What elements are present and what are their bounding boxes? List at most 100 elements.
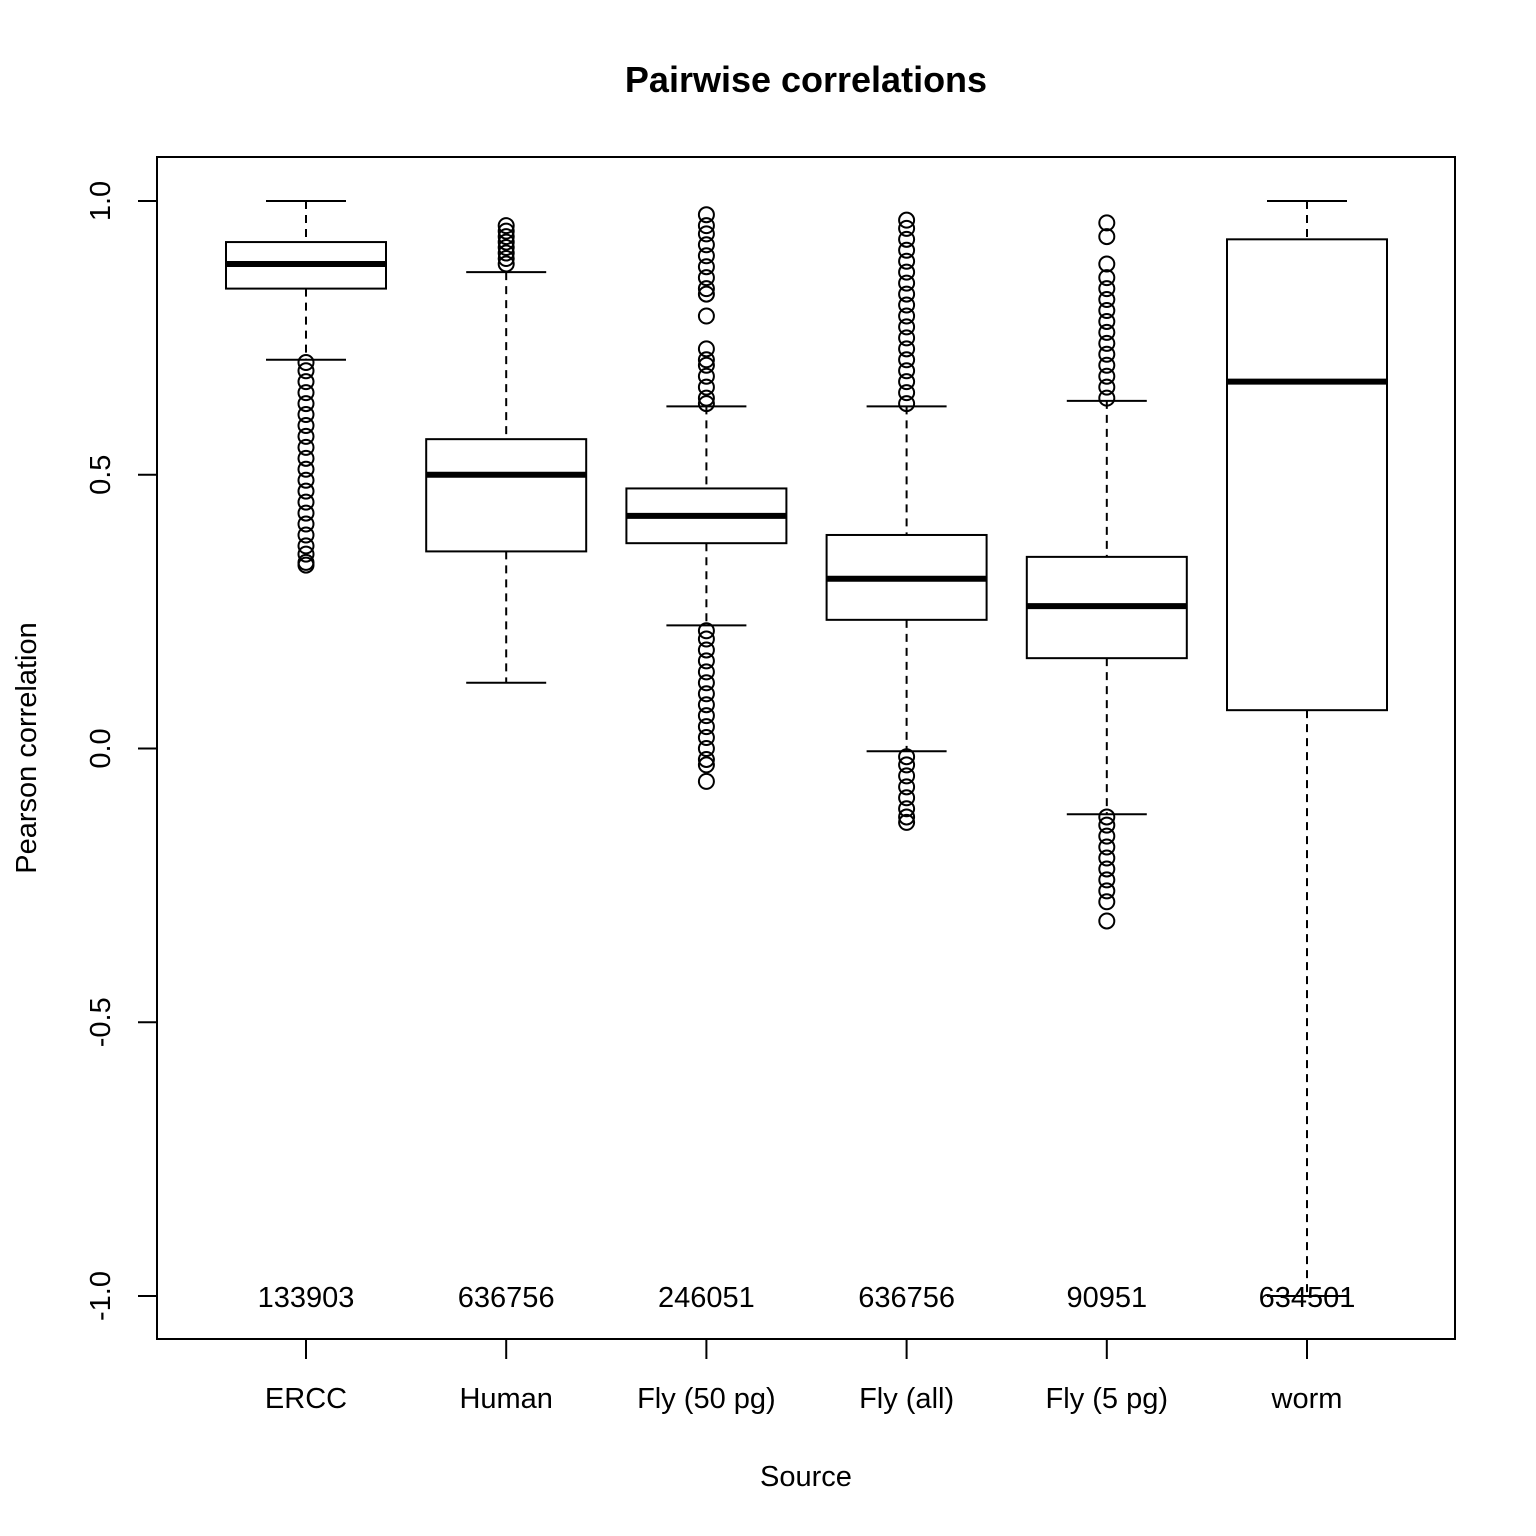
outlier-point	[297, 373, 315, 391]
outlier-point	[497, 249, 515, 267]
outlier-point	[1098, 912, 1116, 930]
outlier-point	[297, 438, 315, 456]
outlier-point	[697, 772, 715, 790]
outlier-point	[697, 630, 715, 648]
outlier-point	[297, 384, 315, 402]
outlier-point	[697, 225, 715, 243]
outlier-point	[1098, 255, 1116, 273]
counts-layer: 133903 636756 246051 636756 90951 634501	[258, 1282, 1356, 1314]
outlier-point	[697, 718, 715, 736]
x-axis-label: Source	[760, 1461, 852, 1493]
outlier-point	[697, 740, 715, 757]
outlier-point	[898, 800, 916, 818]
outlier-point	[697, 351, 715, 369]
outlier-point	[697, 206, 715, 224]
outlier-point	[1098, 860, 1116, 878]
outlier-point	[898, 808, 916, 826]
x-tick-label: Fly (all)	[859, 1383, 954, 1415]
outlier-point	[898, 263, 916, 281]
outlier-point	[497, 233, 515, 251]
outlier-point	[898, 274, 916, 292]
outlier-point	[1098, 849, 1116, 867]
box-5	[1226, 200, 1388, 1297]
outlier-point	[1098, 827, 1116, 845]
outlier-point	[697, 696, 715, 714]
outlier-point	[898, 778, 916, 796]
y-tick-label: 1.0	[85, 181, 117, 221]
outlier-point	[697, 389, 715, 407]
outlier-point	[898, 351, 916, 369]
box-4	[1025, 214, 1188, 930]
count-label: 636756	[458, 1282, 555, 1314]
outlier-point	[297, 406, 315, 424]
outlier-point	[1098, 808, 1116, 826]
outlier-point	[297, 482, 315, 500]
outlier-point	[697, 217, 715, 235]
outlier-point	[497, 239, 515, 257]
outlier-point	[297, 526, 315, 544]
x-tick-label: worm	[1271, 1383, 1343, 1415]
count-label: 133903	[258, 1282, 355, 1314]
outlier-point	[697, 674, 715, 692]
outlier-point	[297, 460, 315, 478]
outlier-point	[1098, 291, 1116, 309]
y-axis-label: Pearson correlation	[11, 622, 43, 873]
outlier-point	[297, 395, 315, 413]
outlier-point	[497, 244, 515, 262]
box-2	[625, 206, 788, 790]
outlier-point	[297, 545, 315, 563]
outlier-point	[697, 258, 715, 276]
outlier-point	[697, 395, 715, 413]
outlier-point	[697, 750, 715, 768]
outlier-point	[898, 362, 916, 380]
box-3	[825, 211, 988, 831]
outlier-point	[297, 449, 315, 467]
y-tick-label: -0.5	[85, 997, 117, 1047]
outlier-point	[297, 493, 315, 511]
outlier-point	[898, 307, 916, 325]
outlier-point	[297, 354, 315, 372]
outlier-point	[297, 471, 315, 489]
outlier-point	[898, 329, 916, 347]
outlier-point	[697, 756, 715, 774]
count-label: 246051	[658, 1282, 755, 1314]
outlier-point	[898, 230, 916, 248]
outlier-point	[1098, 356, 1116, 374]
outlier-point	[898, 285, 916, 303]
outlier-point	[1098, 378, 1116, 396]
outlier-point	[297, 553, 315, 571]
outlier-point	[1098, 882, 1116, 900]
outlier-point	[297, 537, 315, 555]
outlier-point	[1098, 214, 1116, 232]
x-tick-label: ERCC	[265, 1383, 347, 1415]
outlier-point	[898, 373, 916, 391]
outlier-point	[898, 767, 916, 785]
outlier-point	[1098, 389, 1116, 407]
y-axis: -1.0 -0.5 0.0 0.5 1.0	[85, 181, 158, 1321]
outlier-point	[1098, 893, 1116, 911]
x-tick-label: Human	[459, 1383, 553, 1415]
outlier-point	[697, 367, 715, 385]
outlier-point	[697, 356, 715, 374]
outlier-point	[697, 652, 715, 670]
count-label: 634501	[1259, 1282, 1356, 1314]
outlier-point	[697, 269, 715, 287]
outlier-point	[697, 641, 715, 659]
outlier-point	[1098, 323, 1116, 341]
box-body	[1226, 238, 1388, 712]
outlier-point	[497, 222, 515, 240]
outlier-point	[697, 236, 715, 254]
y-tick-label: -1.0	[85, 1271, 117, 1321]
x-axis: ERCC Human Fly (50 pg) Fly (all) Fly (5 pg) w…	[265, 1339, 1343, 1415]
outlier-point	[1098, 345, 1116, 363]
x-tick-label: Fly (5 pg)	[1046, 1383, 1168, 1415]
outlier-point	[697, 340, 715, 358]
outlier-point	[1098, 838, 1116, 856]
boxes-layer	[225, 200, 1388, 1297]
outlier-point	[697, 280, 715, 298]
outlier-point	[697, 663, 715, 681]
outlier-point	[1098, 871, 1116, 889]
outlier-point	[697, 378, 715, 396]
box-1	[425, 217, 588, 684]
